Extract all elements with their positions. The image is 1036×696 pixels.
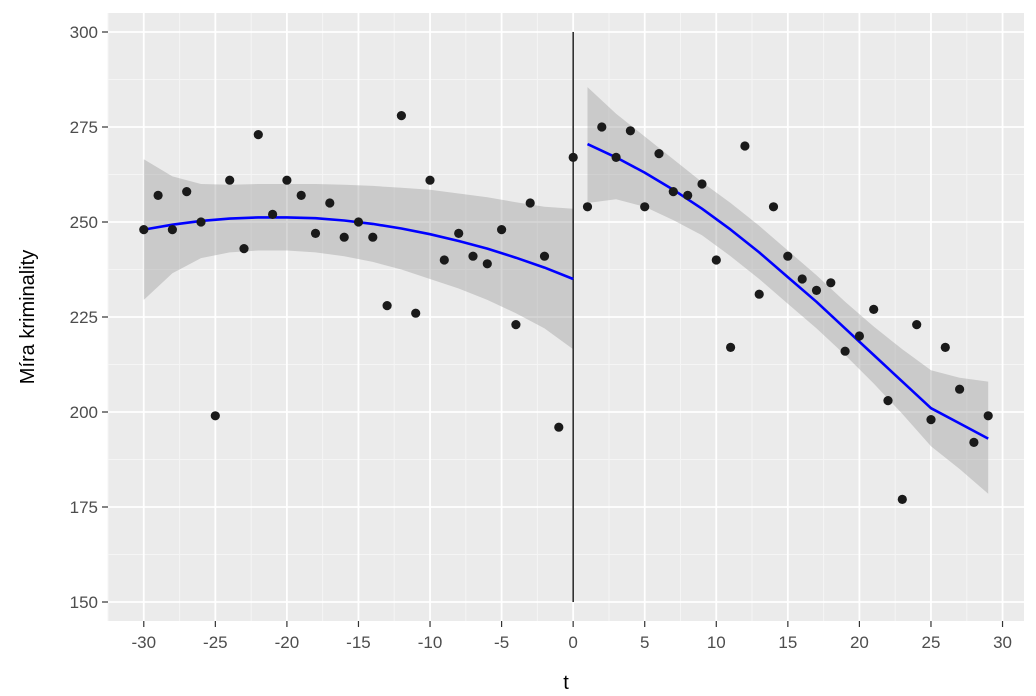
data-point [382,301,392,311]
x-tick-label: 25 [922,633,941,652]
data-point [153,190,163,200]
data-point [139,225,149,235]
data-point [539,251,550,261]
data-point [425,175,435,185]
x-tick-label: -30 [131,633,156,652]
data-point [940,342,950,352]
data-point [525,198,535,208]
data-point [439,255,449,265]
data-point [253,130,263,140]
data-point [912,320,922,330]
y-tick-label: 200 [70,403,98,422]
x-tick-label: 0 [568,633,577,652]
x-axis-title: t [563,672,569,694]
data-point [296,190,306,200]
data-point [339,232,349,242]
data-point [811,285,822,295]
confidence-ribbon-2 [587,87,989,494]
data-point [869,304,879,314]
data-point [783,251,793,261]
data-point [883,396,893,406]
confidence-ribbons [143,87,989,494]
data-point [511,320,521,330]
data-point [396,111,406,121]
data-point [325,198,335,208]
data-point [826,278,836,288]
data-point [411,308,421,318]
data-point [711,255,721,265]
y-tick-label: 225 [70,308,98,327]
data-point [640,202,650,212]
data-point [797,274,807,284]
data-point [497,225,507,235]
data-point [582,202,593,212]
data-point [697,179,707,189]
x-tick-label: 20 [850,633,869,652]
data-point [840,346,850,356]
data-point [726,342,736,352]
data-point [225,175,235,185]
major-gridlines [108,13,1024,621]
x-tick-label: 15 [778,633,797,652]
data-point [554,422,564,432]
data-point [353,217,364,227]
data-point [611,152,621,162]
data-point [368,232,378,242]
data-points [139,111,993,504]
data-point [668,187,678,197]
x-tick-label: 5 [640,633,649,652]
data-point [854,331,865,341]
data-point [625,126,636,136]
y-tick-label: 250 [70,213,98,232]
data-point [983,411,993,421]
data-point [268,209,278,219]
x-tick-label: -5 [494,633,509,652]
x-tick-label: -15 [346,633,371,652]
x-tick-label: 10 [707,633,726,652]
data-point [167,225,177,235]
data-point [597,122,607,132]
data-point [568,152,578,162]
confidence-ribbon-1 [143,159,574,350]
data-point [196,217,206,227]
y-tick-label: 275 [70,118,98,137]
data-point [754,289,764,299]
data-point [454,228,464,238]
y-axis: 150 175 200 225 250 275 300 [70,23,108,612]
fit-line-2 [586,142,989,440]
y-tick-label: 300 [70,23,98,42]
data-point [897,494,907,504]
y-tick-label: 175 [70,498,98,517]
x-axis: -30 -25 -20 -15 -10 -5 0 5 10 15 20 25 30 [131,621,1012,652]
data-point [210,411,220,421]
x-tick-label: -10 [418,633,443,652]
data-point [969,437,979,447]
x-tick-label: 30 [993,633,1012,652]
y-axis-title: Míra kriminality [17,250,39,384]
data-point [482,259,492,269]
x-tick-label: -25 [203,633,228,652]
data-point [955,384,965,394]
data-point [239,244,249,254]
data-point [468,251,478,261]
data-point [654,149,664,159]
data-point [740,141,750,151]
data-point [926,415,936,425]
data-point [310,228,321,238]
x-tick-label: -20 [275,633,300,652]
data-point [282,175,292,185]
data-point [768,202,779,212]
data-point [182,187,192,197]
data-point [683,190,693,200]
y-tick-label: 150 [70,593,98,612]
